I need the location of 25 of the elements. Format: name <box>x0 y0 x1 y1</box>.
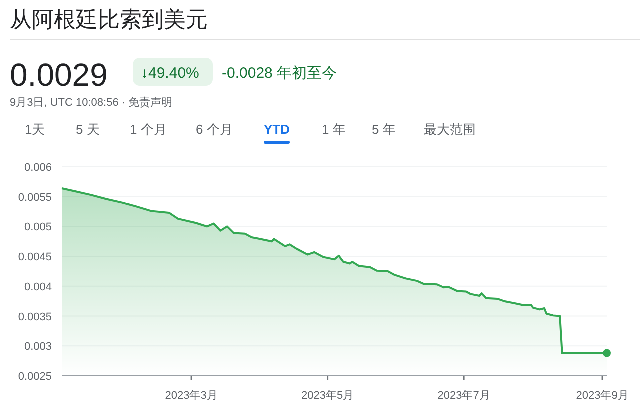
y-tick-label: 0.0055 <box>18 192 52 204</box>
y-tick-label: 0.0045 <box>18 252 52 264</box>
text: 最大范围 <box>424 122 476 137</box>
text: YTD <box>264 122 290 137</box>
y-tick-label: 0.004 <box>24 281 52 294</box>
y-tick-label: 0.005 <box>24 222 52 234</box>
text: 1 年 <box>322 122 346 137</box>
y-tick-label: 0.0025 <box>18 371 52 383</box>
text: 5 年 <box>372 122 396 137</box>
x-tick-label: 2023年5月 <box>302 390 354 402</box>
text: ↓49.40% <box>141 65 200 82</box>
text: 0.0029 <box>10 57 108 93</box>
text: 6 个月 <box>196 122 233 137</box>
y-tick-label: 0.003 <box>24 341 52 354</box>
text: 1 个月 <box>130 122 167 137</box>
chart-title: 从阿根廷比索到美元 <box>10 7 208 32</box>
x-tick-label: 2023年3月 <box>165 390 218 402</box>
y-tick-label: 0.0035 <box>18 311 52 324</box>
y-tick-label: 0.006 <box>24 162 52 174</box>
text: 9月3日, UTC 10:08:56 · 免责声明 <box>10 96 173 109</box>
text: 1天 <box>25 122 46 137</box>
x-tick-label: 2023年7月 <box>438 390 490 402</box>
x-tick-label: 2023年9月 <box>576 390 629 402</box>
text: -0.0028 年初至今 <box>222 65 338 82</box>
text: 5 天 <box>76 122 100 137</box>
